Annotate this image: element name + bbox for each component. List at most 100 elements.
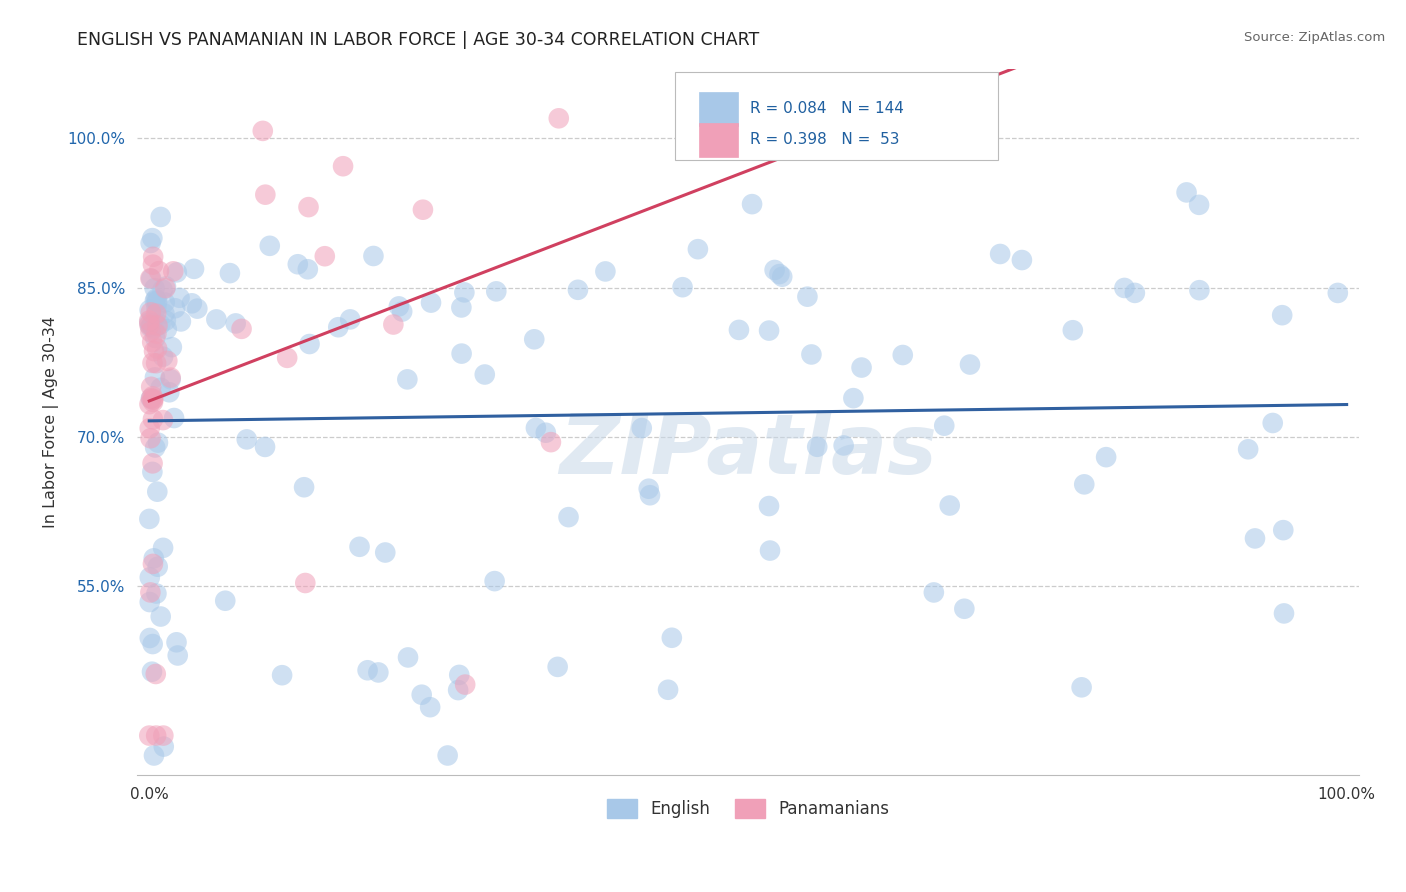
English (186, 301, 208, 316)
Panamanians (252, 124, 274, 138)
English (770, 269, 793, 284)
English (934, 418, 956, 433)
English (637, 482, 659, 496)
Panamanians (138, 729, 160, 743)
English (159, 372, 181, 386)
English (391, 304, 413, 318)
English (146, 294, 169, 309)
English (145, 586, 167, 600)
English (547, 660, 569, 674)
English (141, 465, 163, 479)
Y-axis label: In Labor Force | Age 30-34: In Labor Force | Age 30-34 (44, 316, 59, 528)
English (1123, 285, 1146, 300)
English (138, 316, 160, 330)
Panamanians (297, 200, 319, 214)
English (450, 346, 472, 360)
Panamanians (145, 326, 167, 341)
Panamanians (382, 318, 405, 332)
English (363, 249, 385, 263)
English (152, 739, 174, 754)
English (842, 391, 865, 405)
English (139, 595, 162, 609)
English (1095, 450, 1118, 465)
English (214, 593, 236, 607)
English (139, 631, 162, 645)
English (1073, 477, 1095, 491)
English (595, 264, 617, 278)
English (235, 433, 257, 447)
English (396, 372, 419, 386)
English (166, 648, 188, 663)
Panamanians (138, 313, 160, 327)
English (328, 320, 350, 334)
English (1244, 532, 1267, 546)
English (155, 313, 177, 327)
English (259, 239, 281, 253)
English (138, 512, 160, 526)
Panamanians (142, 557, 165, 571)
English (447, 683, 470, 698)
English (146, 559, 169, 574)
English (157, 385, 180, 400)
English (180, 296, 202, 310)
Panamanians (141, 335, 163, 350)
English (143, 293, 166, 308)
Panamanians (138, 397, 160, 411)
English (183, 261, 205, 276)
English (959, 358, 981, 372)
English (139, 392, 162, 406)
English (141, 231, 163, 245)
Text: ENGLISH VS PANAMANIAN IN LABOR FORCE | AGE 30-34 CORRELATION CHART: ENGLISH VS PANAMANIAN IN LABOR FORCE | A… (77, 31, 759, 49)
English (141, 271, 163, 285)
English (374, 545, 396, 559)
English (1062, 323, 1084, 337)
English (567, 283, 589, 297)
English (1070, 681, 1092, 695)
Text: R = 0.398   N =  53: R = 0.398 N = 53 (751, 132, 900, 146)
English (758, 499, 780, 513)
FancyBboxPatch shape (699, 92, 738, 126)
Panamanians (231, 322, 253, 336)
English (638, 488, 661, 502)
English (163, 411, 186, 425)
English (155, 279, 177, 293)
FancyBboxPatch shape (699, 123, 738, 157)
English (254, 440, 277, 454)
Panamanians (141, 391, 163, 405)
Panamanians (142, 258, 165, 272)
English (557, 510, 579, 524)
English (474, 368, 496, 382)
English (356, 663, 378, 677)
English (661, 631, 683, 645)
English (938, 499, 960, 513)
Panamanians (143, 344, 166, 359)
English (139, 235, 162, 250)
English (225, 317, 247, 331)
English (292, 480, 315, 494)
Panamanians (681, 112, 703, 126)
English (1114, 281, 1136, 295)
English (145, 294, 167, 309)
English (271, 668, 294, 682)
Panamanians (294, 576, 316, 591)
English (1272, 607, 1295, 621)
English (657, 682, 679, 697)
Panamanians (148, 264, 170, 278)
Panamanians (547, 112, 569, 126)
English (420, 295, 443, 310)
English (759, 543, 782, 558)
English (146, 435, 169, 450)
English (297, 262, 319, 277)
English (143, 331, 166, 345)
English (728, 323, 751, 337)
English (170, 314, 193, 328)
Panamanians (152, 413, 174, 427)
English (832, 438, 855, 452)
English (139, 570, 162, 584)
English (367, 665, 389, 680)
Panamanians (146, 318, 169, 333)
Panamanians (142, 392, 165, 406)
English (153, 307, 176, 321)
English (166, 635, 188, 649)
English (796, 290, 818, 304)
